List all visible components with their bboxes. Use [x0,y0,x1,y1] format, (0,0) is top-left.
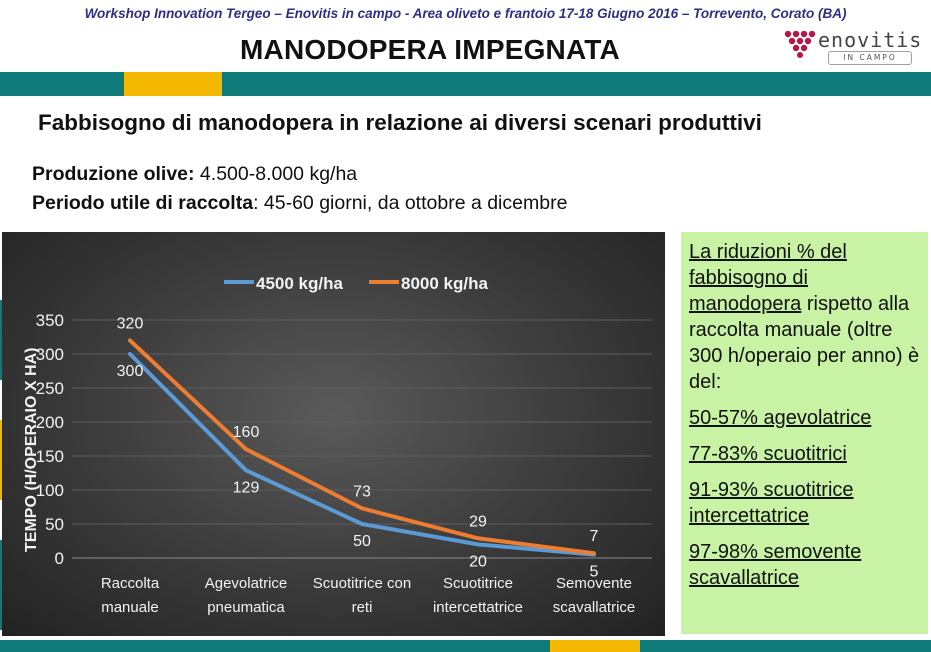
series-line-8000 [128,338,596,556]
x-category-label: Raccolta manuale [101,575,160,616]
harvest-period-value: : 45-60 giorni, da ottobre a dicembre [253,192,568,214]
data-label: 50 [353,533,371,550]
y-tick-label: 200 [36,413,64,432]
legend-label: 4500 kg/ha [256,274,343,293]
legend-label: 8000 kg/ha [401,274,488,293]
data-label: 320 [117,315,144,332]
y-tick-label: 150 [36,447,64,466]
logo-wordmark: enovitis [818,28,923,52]
x-category-label: Scuotitrice intercettatrice [433,575,523,616]
harvest-period-label: Periodo utile di raccolta [32,192,254,214]
x-category-line: Scuotitrice [443,575,513,592]
x-category-line: Agevolatrice [205,575,288,592]
x-category-line: reti [352,599,373,616]
reduction-item: 91-93% scuotitrice intercettatrice [689,479,854,527]
data-label: 29 [469,513,487,530]
y-tick-label: 0 [55,549,64,568]
x-category-line: pneumatica [207,599,285,616]
data-label: 160 [233,424,260,441]
workshop-header: Workshop Innovation Tergeo – Enovitis in… [84,6,847,21]
y-tick-label: 50 [45,515,64,534]
data-label: 129 [233,479,260,496]
production-value: 4.500-8.000 kg/ha [194,163,358,185]
y-axis-label: TEMPO (H/OPERAIO X HA) [23,348,40,552]
reduction-item: 97-98% semovente scavallatrice [689,541,862,589]
x-category-line: manuale [101,599,159,616]
footer-color-band [0,640,931,652]
x-category-line: Scuotitrice con [313,575,411,592]
y-tick-label: 250 [36,379,64,398]
x-category-line: intercettatrice [433,599,523,616]
y-tick-label: 350 [36,311,64,330]
production-info: Produzione olive: 4.500-8.000 kg/ha [32,163,357,186]
x-category-label: Agevolatrice pneumatica [205,575,288,616]
x-category-line: Semovente [556,575,632,592]
series-line-4500 [128,352,596,557]
chart-panel: 0 50 100 150 200 250 300 350 Raccolta manuale Age… [2,232,665,636]
page-title: MANODOPERA IMPEGNATA [240,34,620,65]
data-label: 5 [590,564,599,581]
summary-intro-underlined: La riduzioni % del fabbisogno di manodop… [689,241,847,315]
summary-intro-rest: rispetto alla raccolta manuale (oltre 30… [689,293,920,393]
harvest-period-info: Periodo utile di raccolta: 45-60 giorni,… [32,192,567,215]
reduction-item: 50-57% agevolatrice [689,407,872,429]
data-label: 73 [353,483,371,500]
header-color-band [0,72,931,96]
line-chart: 0 50 100 150 200 250 300 350 Raccolta manuale Age… [23,274,652,616]
production-label: Produzione olive: [32,163,195,185]
enovitis-logo: enovitis IN CAMPO [780,26,923,66]
logo-subtitle: IN CAMPO [828,51,912,65]
x-category-line: scavallatrice [553,599,636,616]
x-category-label: Scuotitrice con reti [313,575,411,616]
grape-icon [784,30,816,58]
data-label: 7 [590,528,599,545]
slide-subtitle: Fabbisogno di manodopera in relazione ai… [38,110,762,135]
x-category-line: Raccolta [101,575,160,592]
reduction-summary-box: La riduzioni % del fabbisogno di manodop… [681,232,928,634]
reduction-item: 77-83% scuotitrici [689,443,847,465]
data-label: 20 [469,553,487,570]
y-tick-label: 100 [36,481,64,500]
data-label: 300 [117,363,144,380]
y-tick-label: 300 [36,345,64,364]
x-category-label: Semovente scavallatrice [553,575,636,616]
